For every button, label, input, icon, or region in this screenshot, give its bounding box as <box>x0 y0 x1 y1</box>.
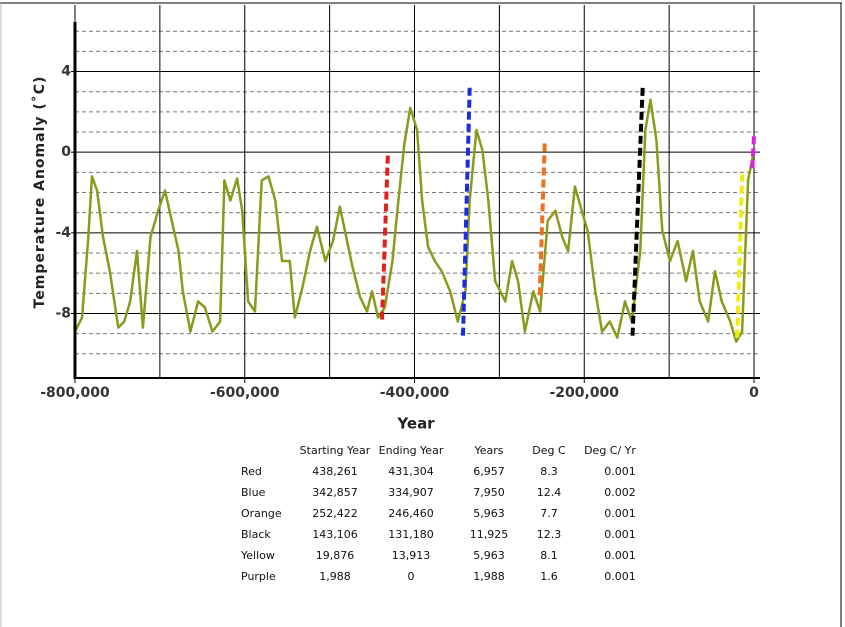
table-cell: 7.7 <box>540 507 558 520</box>
table-cell: 1,988 <box>319 570 351 583</box>
table-cell: 1.6 <box>540 570 558 583</box>
table-cell: 11,925 <box>470 528 509 541</box>
table-cell: 8.1 <box>540 549 558 562</box>
table-header: Ending Year <box>379 444 444 457</box>
table-cell: 342,857 <box>312 486 358 499</box>
y-tick-label: -8 <box>55 305 71 321</box>
table-header: Deg C/ Yr <box>584 444 636 457</box>
table-cell: 334,907 <box>388 486 434 499</box>
table-cell: 6,957 <box>473 465 505 478</box>
dashed-segment <box>380 152 390 320</box>
table: Starting Year Ending Year Years Deg C Deg C/… <box>240 444 636 583</box>
table-header: Starting Year <box>300 444 371 457</box>
table-cell: 8.3 <box>540 465 558 478</box>
table-cell: 431,304 <box>388 465 434 478</box>
y-tick-label: 0 <box>61 144 71 160</box>
x-axis-label: Year <box>396 415 435 433</box>
table-header: Deg C <box>532 444 566 457</box>
dashed-segment <box>630 87 645 336</box>
x-tick-label: 0 <box>749 385 759 401</box>
table-cell: 246,460 <box>388 507 434 520</box>
row-label: Purple <box>241 570 276 583</box>
table-cell: 19,876 <box>316 549 355 562</box>
y-tick-label: -4 <box>55 225 71 241</box>
x-tick-label: -800,000 <box>40 385 110 401</box>
row-label: Yellow <box>240 549 275 562</box>
table-cell: 12.3 <box>537 528 562 541</box>
x-tick-label: -400,000 <box>380 385 450 401</box>
y-axis-label: Temperature Anomaly (˚C) <box>31 76 48 309</box>
dashed-segment <box>461 85 472 336</box>
x-tick-label: -600,000 <box>210 385 280 401</box>
row-label: Blue <box>241 486 266 499</box>
table-cell: 131,180 <box>388 528 434 541</box>
table-cell: 0 <box>408 570 415 583</box>
table-cell: 13,913 <box>392 549 431 562</box>
dashed-segment <box>750 135 756 169</box>
temperature-line <box>73 98 756 343</box>
row-label: Orange <box>241 507 282 520</box>
y-tick-label: 4 <box>61 64 71 80</box>
table-cell: 0.001 <box>604 570 636 583</box>
table-cell: 0.001 <box>604 465 636 478</box>
row-label: Black <box>241 528 271 541</box>
table-cell: 0.001 <box>604 528 636 541</box>
row-label: Red <box>241 465 262 478</box>
table-cell: 0.001 <box>604 507 636 520</box>
dashed-segment <box>537 140 547 296</box>
dashed-segment <box>735 174 745 338</box>
table-header: Years <box>473 444 503 457</box>
table-cell: 0.002 <box>604 486 636 499</box>
table-cell: 0.001 <box>604 549 636 562</box>
grid: 4 0 -4 -8 -800,000 -600,000 -400,000 -200,000 0 <box>40 5 760 401</box>
table-cell: 7,950 <box>473 486 505 499</box>
table-cell: 5,963 <box>473 549 505 562</box>
table-cell: 438,261 <box>312 465 358 478</box>
table-cell: 252,422 <box>312 507 358 520</box>
table-cell: 5,963 <box>473 507 505 520</box>
x-tick-label: -200,000 <box>549 385 619 401</box>
table-cell: 12.4 <box>537 486 562 499</box>
marks <box>73 85 756 343</box>
table-cell: 1,988 <box>473 570 505 583</box>
table-cell: 143,106 <box>312 528 358 541</box>
